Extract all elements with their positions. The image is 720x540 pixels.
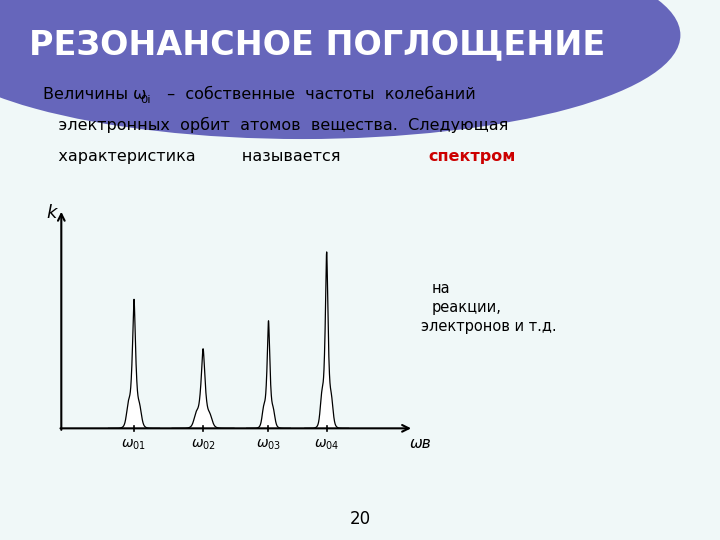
Text: $\omega_{04}$: $\omega_{04}$ [314,437,339,451]
Text: РЕЗОНАНСНОЕ ПОГЛОЩЕНИЕ: РЕЗОНАНСНОЕ ПОГЛОЩЕНИЕ [29,28,605,61]
Text: характеристика         называется: характеристика называется [43,148,341,164]
Text: на: на [432,281,451,296]
Text: электронов и т.д.: электронов и т.д. [421,319,557,334]
Text: k: k [46,204,56,222]
Text: 0i: 0i [140,95,151,105]
Text: $\omega_{03}$: $\omega_{03}$ [256,437,281,451]
Text: Величины ω: Величины ω [43,87,147,102]
Text: 20: 20 [349,510,371,529]
Text: –  собственные  частоты  колебаний: – собственные частоты колебаний [162,87,476,102]
Text: электронных  орбит  атомов  вещества.  Следующая: электронных орбит атомов вещества. Следу… [43,117,508,133]
Text: реакции,: реакции, [432,300,502,315]
Text: $\omega_{02}$: $\omega_{02}$ [191,437,215,451]
Text: ωв: ωв [410,436,432,451]
Text: спектром: спектром [428,148,516,164]
Text: $\omega_{01}$: $\omega_{01}$ [122,437,147,451]
